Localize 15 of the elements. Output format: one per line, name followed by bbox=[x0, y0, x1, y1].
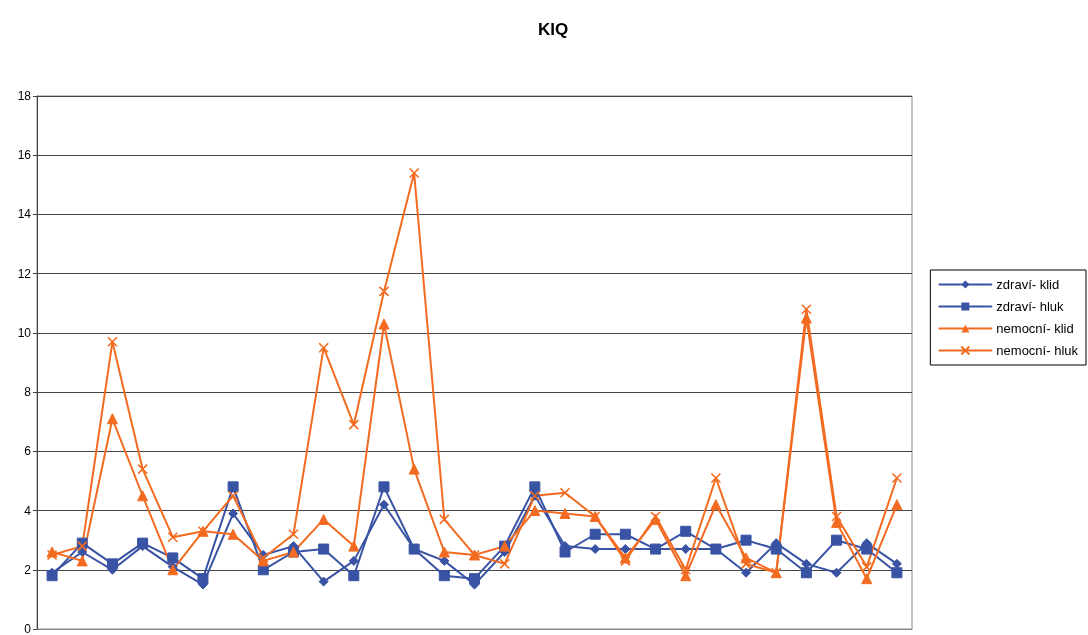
y-tick-label: 12 bbox=[17, 266, 32, 281]
y-tick-label: 6 bbox=[24, 444, 32, 459]
y-tick-label: 10 bbox=[17, 325, 32, 340]
y-tick-label: 2 bbox=[24, 562, 32, 577]
y-tick-label: 14 bbox=[17, 207, 32, 222]
y-tick-label: 16 bbox=[17, 148, 32, 163]
y-tick-label: 4 bbox=[24, 503, 32, 518]
legend-label: zdraví- klid bbox=[996, 277, 1060, 292]
legend-label: nemocní- hluk bbox=[996, 343, 1079, 358]
legend-label: nemocní- klid bbox=[996, 321, 1074, 336]
y-tick-label: 0 bbox=[24, 622, 32, 635]
y-tick-label: 8 bbox=[24, 385, 32, 400]
y-tick-label: 18 bbox=[17, 89, 32, 103]
legend-label: zdraví- hluk bbox=[996, 299, 1065, 314]
chart-title: KIQ bbox=[537, 20, 569, 39]
